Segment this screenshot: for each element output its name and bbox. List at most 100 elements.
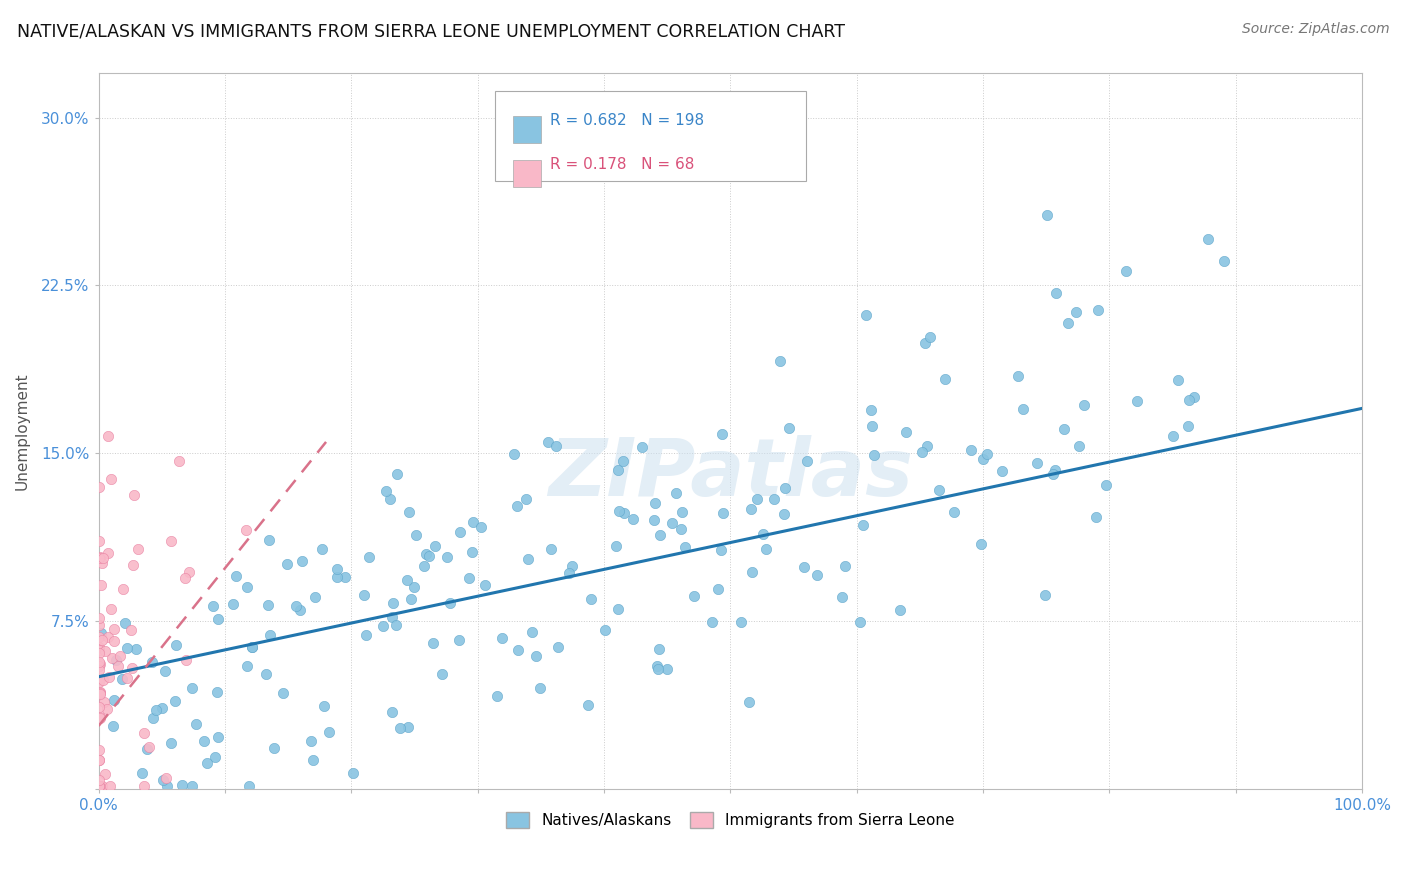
Point (517, 551, 540, 566)
Point (100, 602, 122, 616)
Point (682, 589, 704, 603)
Point (180, 779, 202, 793)
Point (89, 779, 111, 793)
Point (91, 633, 114, 648)
Point (399, 592, 422, 607)
Point (254, 666, 277, 681)
Point (89, 640, 111, 654)
Point (89, 549, 111, 564)
Point (1087, 303, 1109, 318)
Point (607, 504, 630, 518)
Point (648, 642, 671, 657)
Point (769, 353, 792, 368)
Point (991, 464, 1014, 478)
Point (135, 742, 157, 756)
Point (402, 580, 425, 594)
Point (90, 626, 112, 640)
Point (508, 642, 530, 657)
Point (520, 625, 543, 640)
Point (1125, 394, 1147, 409)
Point (124, 488, 146, 502)
Point (396, 573, 419, 587)
Point (387, 467, 409, 481)
Point (415, 547, 437, 561)
Point (97, 630, 120, 644)
Point (605, 539, 627, 553)
Point (357, 550, 380, 565)
Point (398, 505, 420, 519)
Point (207, 685, 229, 699)
Point (711, 506, 734, 520)
Point (285, 599, 308, 613)
Point (1085, 510, 1108, 524)
Point (180, 681, 202, 696)
Point (101, 650, 124, 665)
Point (461, 515, 484, 529)
Point (665, 486, 688, 500)
Point (385, 618, 408, 632)
Point (318, 725, 340, 739)
Point (621, 512, 644, 526)
Point (204, 750, 226, 764)
Point (87, 753, 110, 767)
Point (855, 309, 877, 323)
Point (430, 667, 453, 681)
Point (503, 447, 526, 461)
Point (87, 779, 110, 793)
Point (87, 773, 110, 788)
Point (163, 694, 186, 708)
Point (89, 617, 111, 632)
Point (242, 640, 264, 654)
Point (381, 706, 404, 720)
Point (834, 558, 856, 573)
Point (1212, 254, 1234, 268)
Point (101, 719, 124, 733)
Point (917, 439, 939, 453)
Legend: Natives/Alaskans, Immigrants from Sierra Leone: Natives/Alaskans, Immigrants from Sierra… (501, 806, 960, 835)
Point (751, 527, 773, 541)
Point (134, 726, 156, 740)
Point (94, 767, 117, 781)
Point (1067, 439, 1090, 453)
Point (544, 439, 567, 453)
Point (288, 603, 311, 617)
Point (412, 559, 434, 574)
Point (540, 542, 562, 557)
Point (326, 562, 349, 576)
Point (505, 500, 527, 514)
Point (114, 616, 136, 631)
Point (740, 502, 762, 516)
Point (373, 618, 395, 632)
Point (730, 615, 752, 629)
Point (89, 656, 111, 670)
Point (89, 711, 111, 725)
Point (863, 448, 886, 462)
Point (645, 659, 668, 673)
Point (174, 571, 197, 585)
Point (1053, 422, 1076, 436)
Point (491, 631, 513, 645)
Point (631, 440, 654, 454)
Point (860, 418, 883, 433)
Point (120, 624, 142, 638)
Point (806, 568, 828, 582)
Point (87, 480, 110, 494)
Point (87, 753, 110, 767)
Point (242, 640, 264, 655)
Point (90, 578, 112, 592)
Point (103, 622, 125, 636)
Point (470, 520, 492, 534)
Text: R = 0.178   N = 68: R = 0.178 N = 68 (550, 157, 695, 172)
Point (561, 559, 583, 574)
Point (745, 491, 768, 506)
Point (382, 596, 405, 610)
Point (177, 565, 200, 579)
Point (796, 454, 818, 468)
Point (145, 703, 167, 717)
Point (125, 642, 148, 657)
Point (576, 698, 599, 712)
Point (1007, 369, 1029, 384)
Point (381, 609, 404, 624)
Point (970, 537, 993, 551)
Point (773, 507, 796, 521)
